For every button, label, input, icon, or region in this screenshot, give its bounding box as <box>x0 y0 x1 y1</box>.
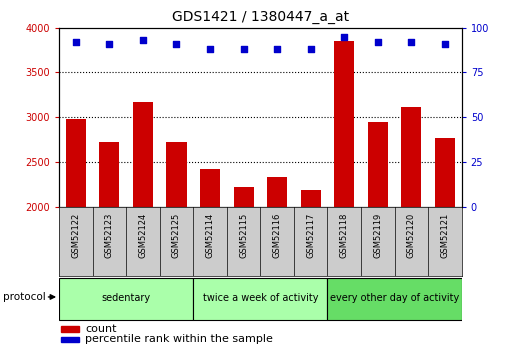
Bar <box>133 102 153 207</box>
Point <box>273 46 281 52</box>
Text: percentile rank within the sample: percentile rank within the sample <box>85 334 273 344</box>
Bar <box>267 177 287 207</box>
Text: GSM52120: GSM52120 <box>407 213 416 258</box>
Point <box>139 37 147 43</box>
Bar <box>233 187 253 207</box>
Bar <box>99 142 120 207</box>
Text: GSM52118: GSM52118 <box>340 213 349 258</box>
Bar <box>327 278 462 320</box>
Point <box>206 46 214 52</box>
Bar <box>193 278 327 320</box>
Bar <box>59 278 193 320</box>
Text: GSM52125: GSM52125 <box>172 213 181 258</box>
Point <box>407 39 416 45</box>
Text: twice a week of activity: twice a week of activity <box>203 293 318 303</box>
Bar <box>401 107 421 207</box>
Point <box>72 39 80 45</box>
Text: GSM52114: GSM52114 <box>206 213 214 258</box>
Title: GDS1421 / 1380447_a_at: GDS1421 / 1380447_a_at <box>172 10 349 24</box>
Text: GSM52121: GSM52121 <box>441 213 449 258</box>
Text: GSM52122: GSM52122 <box>71 213 80 258</box>
Text: GSM52115: GSM52115 <box>239 213 248 258</box>
Text: GSM52116: GSM52116 <box>272 213 282 258</box>
Bar <box>66 119 86 207</box>
Point <box>340 34 348 39</box>
Bar <box>61 326 79 332</box>
Text: sedentary: sedentary <box>102 293 151 303</box>
Point <box>240 46 248 52</box>
Bar <box>200 169 220 207</box>
Text: count: count <box>85 324 116 334</box>
Bar <box>334 41 354 207</box>
Text: GSM52124: GSM52124 <box>139 213 147 258</box>
Point <box>105 41 113 47</box>
Point <box>307 46 315 52</box>
Text: every other day of activity: every other day of activity <box>330 293 459 303</box>
Bar <box>166 142 187 207</box>
Bar <box>61 337 79 342</box>
Bar <box>368 122 388 207</box>
Bar <box>301 190 321 207</box>
Text: GSM52117: GSM52117 <box>306 213 315 258</box>
Text: GSM52123: GSM52123 <box>105 213 114 258</box>
Point <box>373 39 382 45</box>
Bar <box>435 138 455 207</box>
Text: protocol: protocol <box>3 292 45 302</box>
Text: GSM52119: GSM52119 <box>373 213 382 258</box>
Point <box>172 41 181 47</box>
Point <box>441 41 449 47</box>
